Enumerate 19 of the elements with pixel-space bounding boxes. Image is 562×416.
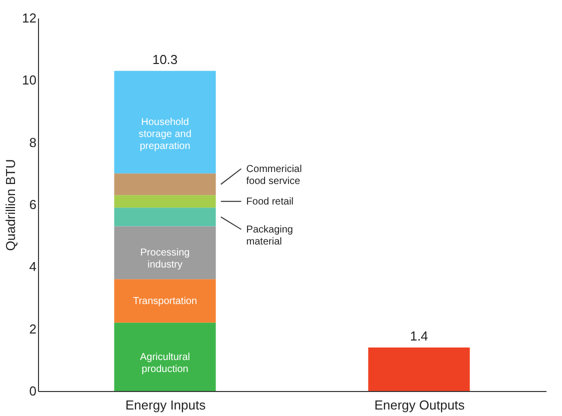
series-label: Transportation — [132, 296, 198, 307]
total-label: 10.3 — [152, 52, 178, 67]
y-tick-label: 10 — [22, 72, 36, 88]
series-label: Agricultural production — [140, 352, 190, 375]
text: Commericial food service — [246, 164, 302, 187]
x-tick-label: Energy Inputs — [125, 398, 206, 412]
y-axis-title: Quadrillion BTU — [3, 159, 18, 251]
series-label: Household storage and preparation — [138, 117, 192, 152]
x-tick-label: Energy Outputs — [374, 398, 466, 412]
y-tick-label: 0 — [29, 384, 36, 398]
series-label: Processing industry — [140, 248, 190, 271]
y-tick-label: 6 — [29, 197, 36, 212]
y-tick-label: 8 — [29, 134, 36, 150]
y-tick-label: 2 — [29, 321, 36, 336]
text: Food retail — [246, 196, 294, 208]
y-tick-label: 4 — [29, 259, 36, 274]
y-tick-label: 12 — [22, 10, 36, 26]
text: Packaging material — [246, 224, 293, 248]
total-label: 1.4 — [410, 328, 428, 344]
